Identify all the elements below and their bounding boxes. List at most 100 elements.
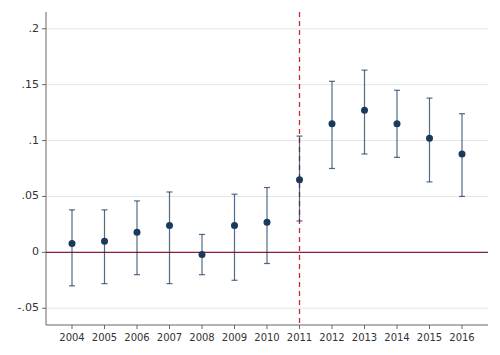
y-tick: [42, 308, 46, 309]
grid-line: [46, 28, 488, 29]
errorbar: [297, 136, 303, 221]
x-tick-label: 2005: [92, 332, 117, 343]
x-tick: [364, 325, 365, 329]
point: [166, 222, 173, 229]
errorbar-cap-low: [362, 153, 368, 154]
point: [231, 222, 238, 229]
y-tick-label: 0: [32, 245, 39, 258]
errorbar-cap-high: [134, 200, 140, 201]
point: [134, 229, 141, 236]
y-tick: [42, 84, 46, 85]
errorbar-cap-low: [134, 274, 140, 275]
errorbar-cap-high: [459, 113, 465, 114]
errorbar-whisker: [169, 192, 170, 284]
axes: -.050.05.1.15.22004200520062007200820092…: [18, 12, 488, 343]
errorbar: [102, 210, 108, 284]
x-tick-label: 2004: [59, 332, 84, 343]
chart: -.050.05.1.15.22004200520062007200820092…: [0, 0, 500, 355]
x-tick-label: 2012: [319, 332, 344, 343]
y-tick: [42, 140, 46, 141]
chart-container: -.050.05.1.15.22004200520062007200820092…: [0, 0, 500, 355]
errorbar-cap-low: [394, 157, 400, 158]
x-tick: [202, 325, 203, 329]
grid-line: [46, 140, 488, 141]
errorbar-cap-low: [459, 196, 465, 197]
x-tick: [169, 325, 170, 329]
x-tick: [397, 325, 398, 329]
errorbar-cap-high: [394, 90, 400, 91]
point: [394, 120, 401, 127]
x-tick-label: 2010: [254, 332, 279, 343]
x-tick: [104, 325, 105, 329]
x-tick: [137, 325, 138, 329]
errorbar-whisker: [136, 201, 137, 275]
errorbar: [264, 188, 270, 264]
x-tick: [267, 325, 268, 329]
y-tick-label: .1: [29, 134, 40, 147]
y-tick: [42, 28, 46, 29]
x-tick-label: 2006: [124, 332, 149, 343]
errorbar-cap-high: [264, 187, 270, 188]
errorbar-cap-low: [69, 285, 75, 286]
errorbar-cap-high: [329, 81, 335, 82]
errorbar-cap-low: [102, 283, 108, 284]
errorbar-cap-low: [297, 220, 303, 221]
errorbar-cap-low: [264, 263, 270, 264]
y-axis-line: [46, 12, 47, 325]
x-tick: [462, 325, 463, 329]
errorbar-cap-high: [167, 191, 173, 192]
grid: [46, 29, 488, 308]
point: [199, 251, 206, 258]
reference-vline: [299, 12, 300, 325]
errorbar-cap-high: [297, 135, 303, 136]
point: [101, 238, 108, 245]
errorbar: [199, 234, 205, 274]
y-tick: [42, 252, 46, 253]
x-tick-label: 2014: [384, 332, 409, 343]
errorbar-cap-low: [199, 274, 205, 275]
x-tick: [234, 325, 235, 329]
errorbar-cap-low: [167, 283, 173, 284]
x-tick: [332, 325, 333, 329]
point: [296, 176, 303, 183]
errorbar-cap-high: [232, 194, 238, 195]
errorbar-cap-low: [329, 168, 335, 169]
y-tick-label: .2: [29, 22, 40, 35]
point: [426, 135, 433, 142]
point: [459, 150, 466, 157]
errorbar-cap-high: [362, 70, 368, 71]
y-tick: [42, 196, 46, 197]
point: [69, 240, 76, 247]
x-tick-label: 2008: [189, 332, 214, 343]
errorbar: [459, 114, 465, 197]
errorbar: [232, 194, 238, 280]
errorbar-cap-high: [102, 209, 108, 210]
errorbar: [427, 98, 433, 182]
x-tick-label: 2009: [222, 332, 247, 343]
errorbar: [394, 90, 400, 157]
errorbar-whisker: [234, 194, 235, 280]
errorbar: [134, 201, 140, 275]
x-tick: [72, 325, 73, 329]
errorbar: [362, 70, 368, 154]
grid-line: [46, 308, 488, 309]
errorbar: [69, 210, 75, 286]
x-tick-label: 2011: [287, 332, 312, 343]
errorbar-cap-low: [427, 181, 433, 182]
grid-line: [46, 84, 488, 85]
point: [361, 107, 368, 114]
x-tick-label: 2016: [449, 332, 474, 343]
errorbar-cap-high: [427, 97, 433, 98]
point: [264, 219, 271, 226]
y-tick-label: .15: [22, 78, 40, 91]
x-axis-line: [46, 325, 488, 326]
x-tick: [299, 325, 300, 329]
errorbar-whisker: [71, 210, 72, 286]
point: [329, 120, 336, 127]
errorbar: [167, 192, 173, 284]
errorbar-cap-low: [232, 280, 238, 281]
errorbar-whisker: [104, 210, 105, 284]
y-tick-label: -.05: [18, 301, 39, 314]
errorbar-cap-high: [199, 234, 205, 235]
errorbar: [329, 81, 335, 168]
